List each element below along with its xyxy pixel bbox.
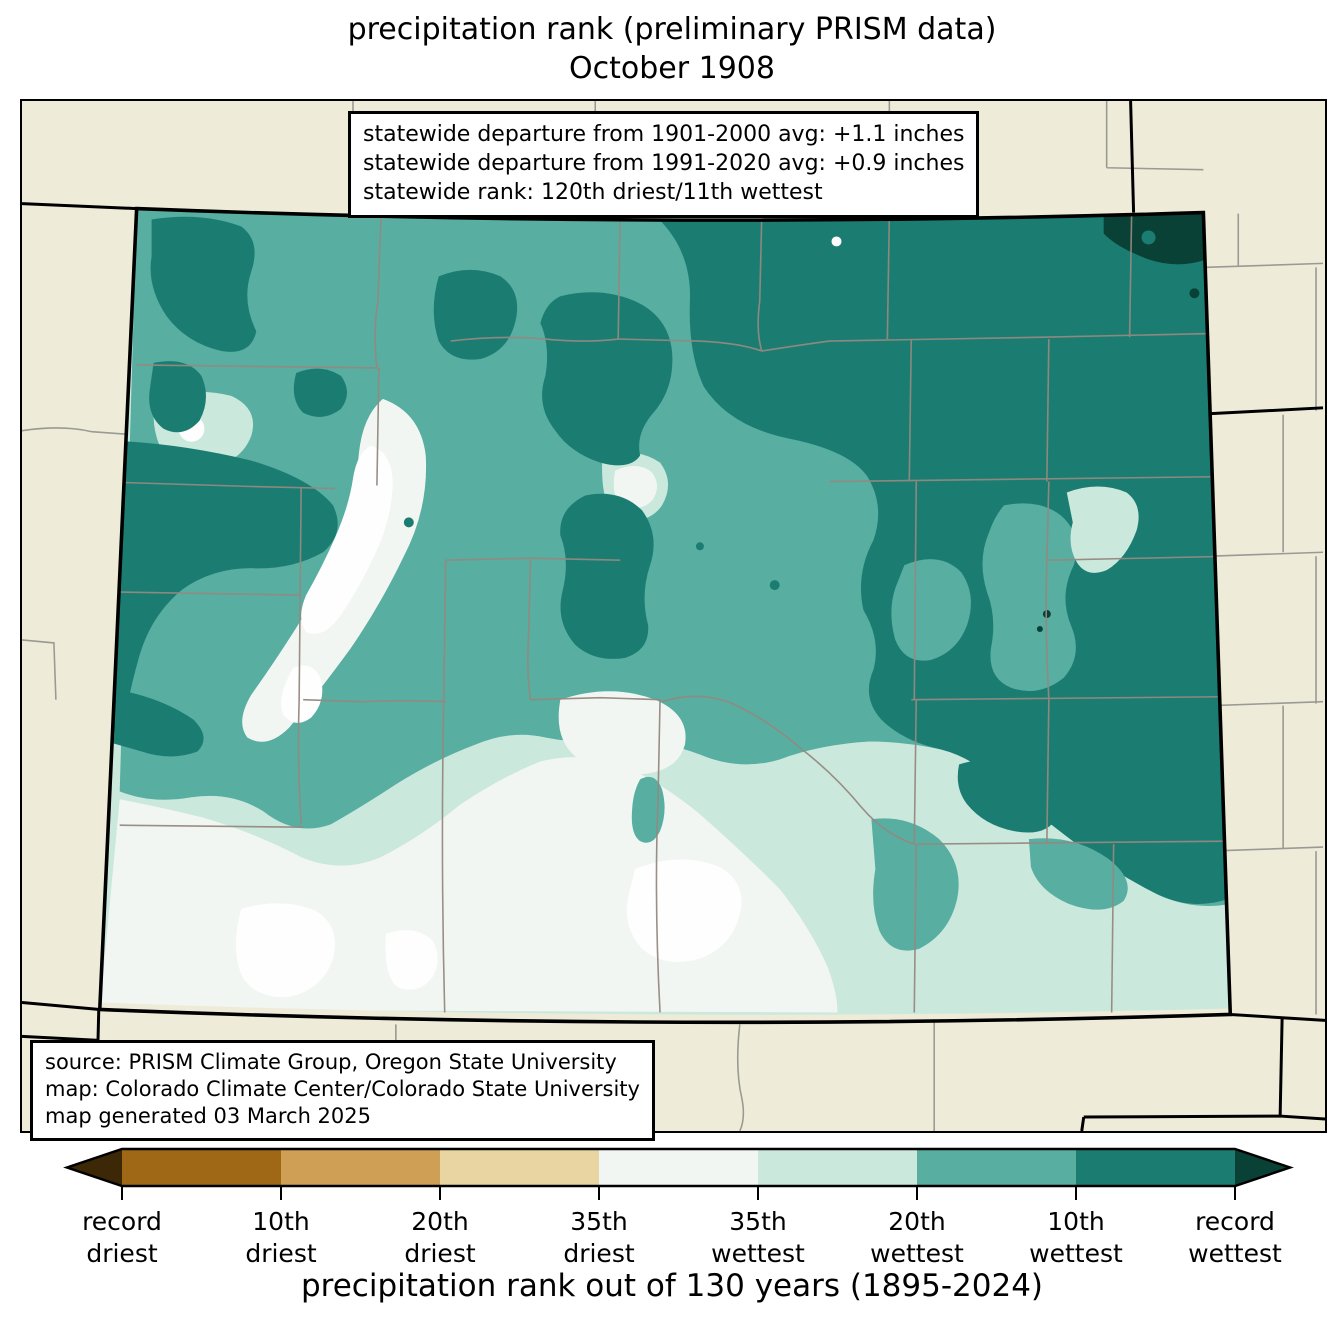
colorbar-label-35th-driest: 35th driest — [563, 1207, 635, 1268]
colorbar-label-record-driest: record driest — [82, 1207, 162, 1268]
stats-line1: statewide departure from 1901-2000 avg: … — [363, 122, 965, 147]
colorbar-seg-35th-wettest — [758, 1149, 917, 1186]
source-line3: map generated 03 March 2025 — [45, 1104, 372, 1128]
colorbar-caption: precipitation rank out of 130 years (189… — [300, 1268, 1044, 1304]
colorbar-label-35th-wettest: 35th wettest — [711, 1207, 805, 1268]
colorbar-seg-10th-wettest — [1076, 1149, 1235, 1186]
colorbar-bar — [63, 1147, 1294, 1200]
record-wettest-blobs — [1036, 213, 1207, 632]
colorbar-seg-20th-wettest — [917, 1149, 1076, 1186]
colorbar-label-20th-wettest: 20th wettest — [870, 1207, 964, 1268]
colorbar-arrow-record-driest — [67, 1149, 122, 1186]
colorbar-label-10th-wettest: 10th wettest — [1029, 1207, 1123, 1268]
source-line2: map: Colorado Climate Center/Colorado St… — [45, 1077, 640, 1101]
colorbar-arrow-record-wettest — [1235, 1149, 1290, 1186]
colorbar-seg-35th-driest — [440, 1149, 599, 1186]
colorbar: record driest 10th driest 20th driest 35th d… — [0, 1146, 1344, 1268]
stats-line3: statewide rank: 120th driest/11th wettes… — [363, 180, 823, 205]
colorado-contours — [99, 208, 1231, 1023]
colorbar-seg-middle — [599, 1149, 758, 1186]
colorbar-label-record-wettest: record wettest — [1188, 1207, 1282, 1268]
colorbar-ticks — [121, 1186, 1236, 1200]
title-line1: precipitation rank (preliminary PRISM da… — [347, 12, 997, 47]
colorado-county-lines — [119, 215, 1231, 1013]
white-patches — [235, 859, 742, 998]
colorbar-seg-10th-driest — [122, 1149, 281, 1186]
map-frame — [20, 99, 1327, 1133]
title-line2: October 1908 — [569, 51, 775, 86]
white-dot — [831, 236, 842, 247]
colorbar-label-10th-driest: 10th driest — [245, 1207, 317, 1268]
stats-line2: statewide departure from 1991-2020 avg: … — [363, 151, 965, 176]
colorbar-label-20th-driest: 20th driest — [404, 1207, 476, 1268]
source-attribution-box: source: PRISM Climate Group, Oregon Stat… — [30, 1040, 655, 1141]
colorbar-seg-20th-driest — [281, 1149, 440, 1186]
statewide-stats-box: statewide departure from 1901-2000 avg: … — [348, 111, 980, 218]
colorado-state-border — [97, 206, 1233, 1025]
source-line1: source: PRISM Climate Group, Oregon Stat… — [45, 1050, 617, 1074]
colorado-precip-map — [22, 101, 1325, 1131]
page-title: precipitation rank (preliminary PRISM da… — [0, 10, 1344, 88]
